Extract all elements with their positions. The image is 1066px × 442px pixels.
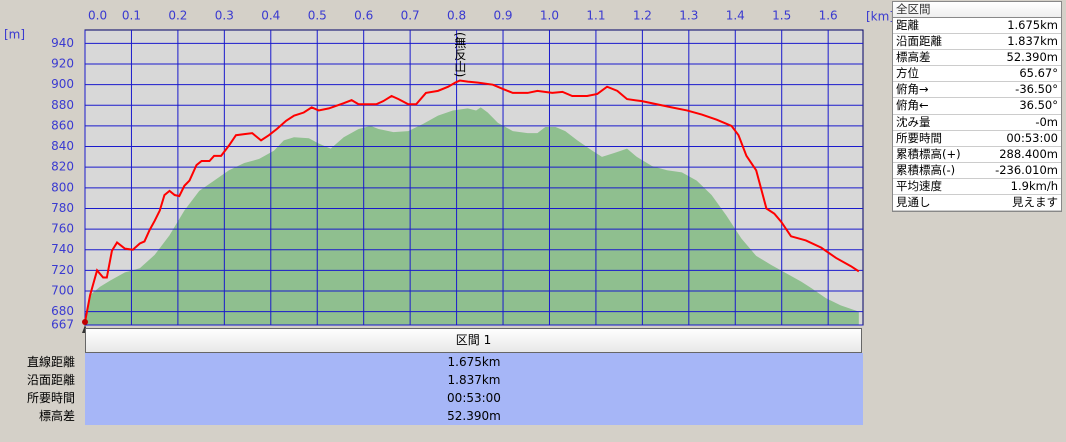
section-label: 直線距離 <box>26 355 75 369</box>
summary-row: 所要時間 00:53:00 <box>893 131 1061 147</box>
summary-value: -36.50° <box>1015 82 1058 97</box>
y-tick-label: 820 <box>51 160 74 174</box>
x-tick-label: 1.5 <box>772 9 791 23</box>
y-tick-label: 667 <box>51 318 74 332</box>
summary-value: 1.837km <box>1007 34 1058 49</box>
summary-label: 俯角← <box>896 98 929 113</box>
start-marker <box>82 319 88 325</box>
summary-value: 288.400m <box>999 146 1058 161</box>
y-tick-label: 880 <box>51 98 74 112</box>
summary-row: 距離 1.675km <box>893 18 1061 35</box>
x-tick-label: 0.5 <box>308 9 327 23</box>
y-tick-label: 740 <box>51 242 74 256</box>
summary-value: 00:53:00 <box>1006 130 1058 145</box>
summary-label: 累積標高(+) <box>896 146 961 161</box>
section-value: 1.675km <box>447 355 501 369</box>
section-body: 1.675km 1.837km 00:53:00 52.390m <box>85 353 863 425</box>
summary-panel: 全区間 距離 1.675km 沿面距離 1.837km 標高差 52.390m 方位 65.6… <box>892 1 1062 213</box>
x-tick-label: 1.1 <box>586 9 605 23</box>
summary-value: 36.50° <box>1019 98 1058 113</box>
section-label: 沿面距離 <box>26 373 75 387</box>
summary-label: 距離 <box>896 18 919 32</box>
summary-label: 見通し <box>896 195 931 210</box>
summary-label: 沿面距離 <box>896 34 942 49</box>
y-tick-label: 720 <box>51 263 74 277</box>
route-line <box>84 79 860 323</box>
section-value: 1.837km <box>447 373 501 387</box>
y-tick-label: 760 <box>51 222 74 236</box>
x-tick-label: 0.6 <box>354 9 373 23</box>
summary-label: 累積標高(-) <box>896 162 956 177</box>
summary-row: 累積標高(+) 288.400m <box>893 147 1061 163</box>
summary-value: 52.390m <box>1006 50 1058 65</box>
y-tick-label: 680 <box>51 304 74 318</box>
x-tick-label: 0.4 <box>261 9 280 23</box>
summary-value: -0m <box>1035 114 1058 129</box>
summary-value: 65.67° <box>1019 66 1058 81</box>
x-tick-label: 0.3 <box>215 9 234 23</box>
x-tick-label: 1.2 <box>633 9 652 23</box>
summary-value: 見えます <box>1012 195 1058 210</box>
section-label: 標高差 <box>38 409 75 423</box>
x-tick-label: 0.8 <box>447 9 466 23</box>
x-tick-label: 1.6 <box>819 9 838 23</box>
summary-label: 平均速度 <box>896 178 942 193</box>
x-tick-label: 0.7 <box>401 9 420 23</box>
section-header[interactable]: 区間 1 <box>85 328 862 353</box>
summary-row: 累積標高(-) -236.010m <box>893 163 1061 179</box>
x-tick-label: 0.9 <box>493 9 512 23</box>
x-tick-label: 0.1 <box>122 9 141 23</box>
summary-label: 沈み量 <box>896 114 931 129</box>
x-tick-label: 1.3 <box>679 9 698 23</box>
section-value: 52.390m <box>447 409 501 423</box>
y-tick-label: 800 <box>51 180 74 194</box>
y-tick-label: 840 <box>51 139 74 153</box>
x-tick-label: 0.2 <box>168 9 187 23</box>
section-value: 00:53:00 <box>447 391 501 405</box>
summary-row: 平均速度 1.9km/h <box>893 178 1061 196</box>
summary-row: 俯角← 36.50° <box>893 98 1061 115</box>
summary-label: 俯角→ <box>896 82 929 97</box>
summary-row: 標高差 52.390m <box>893 50 1061 67</box>
grid <box>84 30 863 326</box>
x-tick-label: 1.0 <box>540 9 559 23</box>
x-tick-label: 0.0 <box>88 9 107 23</box>
summary-label: 方位 <box>896 66 919 81</box>
y-tick-label: 780 <box>51 201 74 215</box>
y-tick-label: 940 <box>51 36 74 50</box>
summary-value: -236.010m <box>995 162 1058 177</box>
y-tick-label: 900 <box>51 77 74 91</box>
y-tick-label: 920 <box>51 57 74 71</box>
summary-label: 標高差 <box>896 50 931 65</box>
summary-row: 見通し 見えます <box>893 195 1061 212</box>
y-tick-label: 860 <box>51 118 74 132</box>
summary-row: 沈み量 -0m <box>893 115 1061 131</box>
summary-row: 沿面距離 1.837km <box>893 34 1061 51</box>
summary-value: 1.675km <box>1007 18 1058 32</box>
summary-title: 全区間 <box>893 2 1061 18</box>
x-tick-label: 1.4 <box>726 9 745 23</box>
x-unit-label: [km] <box>866 10 894 24</box>
summary-value: 1.9km/h <box>1010 178 1058 193</box>
peak-annotation: (無反山) <box>453 32 467 77</box>
y-tick-label: 700 <box>51 283 74 297</box>
summary-row: 俯角→ -36.50° <box>893 82 1061 99</box>
section-label: 所要時間 <box>26 391 75 405</box>
summary-row: 方位 65.67° <box>893 66 1061 83</box>
y-unit-label: [m] <box>4 28 25 42</box>
summary-label: 所要時間 <box>896 130 942 145</box>
